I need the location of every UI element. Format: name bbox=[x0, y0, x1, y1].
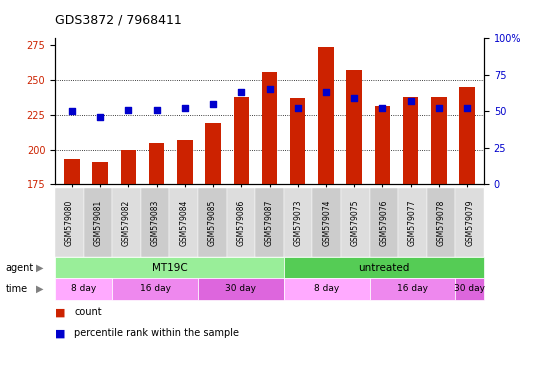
Text: ■: ■ bbox=[55, 328, 65, 338]
Text: GSM579074: GSM579074 bbox=[322, 199, 331, 246]
Point bbox=[265, 86, 274, 93]
Text: count: count bbox=[74, 307, 102, 317]
Bar bbox=[346, 70, 362, 184]
Text: GSM579087: GSM579087 bbox=[265, 200, 274, 246]
Text: GSM579073: GSM579073 bbox=[294, 199, 302, 246]
Text: GSM579078: GSM579078 bbox=[437, 200, 446, 246]
Point bbox=[237, 89, 246, 96]
Text: GSM579084: GSM579084 bbox=[179, 200, 188, 246]
Text: 16 day: 16 day bbox=[397, 285, 428, 293]
Text: agent: agent bbox=[6, 263, 34, 273]
Text: GSM579077: GSM579077 bbox=[408, 199, 417, 246]
Bar bbox=[120, 150, 136, 184]
Text: GSM579082: GSM579082 bbox=[122, 200, 131, 246]
Text: percentile rank within the sample: percentile rank within the sample bbox=[74, 328, 239, 338]
Text: 30 day: 30 day bbox=[226, 285, 256, 293]
Text: 8 day: 8 day bbox=[314, 285, 339, 293]
Bar bbox=[290, 98, 305, 184]
Text: GSM579085: GSM579085 bbox=[208, 200, 217, 246]
Text: GSM579086: GSM579086 bbox=[236, 200, 245, 246]
Point bbox=[180, 105, 189, 111]
Point bbox=[124, 107, 133, 113]
Text: MT19C: MT19C bbox=[152, 263, 187, 273]
Text: 30 day: 30 day bbox=[454, 285, 485, 293]
Text: time: time bbox=[6, 284, 28, 294]
Point bbox=[350, 95, 359, 101]
Point bbox=[322, 89, 331, 96]
Point bbox=[378, 105, 387, 111]
Bar bbox=[205, 123, 221, 184]
Bar bbox=[262, 72, 277, 184]
Point bbox=[463, 105, 471, 111]
Bar bbox=[64, 159, 80, 184]
Point bbox=[68, 108, 76, 114]
Text: GDS3872 / 7968411: GDS3872 / 7968411 bbox=[55, 14, 182, 27]
Point bbox=[293, 105, 302, 111]
Bar bbox=[431, 97, 447, 184]
Text: ■: ■ bbox=[55, 307, 65, 317]
Bar bbox=[403, 97, 419, 184]
Bar bbox=[375, 106, 390, 184]
Point bbox=[434, 105, 443, 111]
Text: GSM579075: GSM579075 bbox=[351, 199, 360, 246]
Bar bbox=[92, 162, 108, 184]
Bar bbox=[459, 87, 475, 184]
Bar bbox=[149, 142, 164, 184]
Text: ▶: ▶ bbox=[36, 263, 43, 273]
Point bbox=[96, 114, 104, 120]
Text: GSM579081: GSM579081 bbox=[94, 200, 102, 246]
Text: 8 day: 8 day bbox=[71, 285, 96, 293]
Point bbox=[152, 107, 161, 113]
Text: GSM579079: GSM579079 bbox=[465, 199, 474, 246]
Point bbox=[208, 101, 217, 107]
Text: 16 day: 16 day bbox=[140, 285, 170, 293]
Point bbox=[406, 98, 415, 104]
Bar bbox=[177, 140, 192, 184]
Bar bbox=[234, 97, 249, 184]
Text: GSM579083: GSM579083 bbox=[151, 200, 160, 246]
Bar bbox=[318, 47, 334, 184]
Text: GSM579080: GSM579080 bbox=[65, 200, 74, 246]
Text: untreated: untreated bbox=[358, 263, 410, 273]
Text: ▶: ▶ bbox=[36, 284, 43, 294]
Text: GSM579076: GSM579076 bbox=[379, 199, 388, 246]
